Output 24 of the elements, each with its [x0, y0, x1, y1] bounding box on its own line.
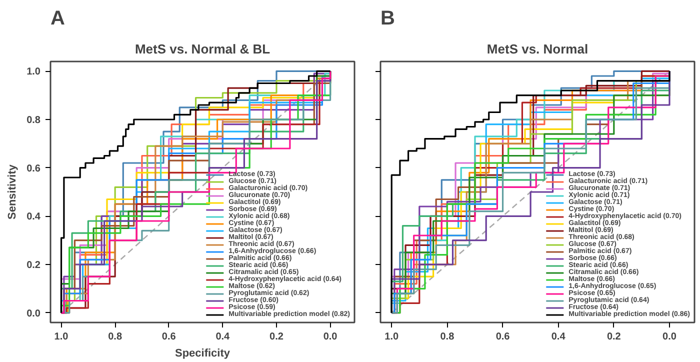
y-axis-title: Sensitivity: [6, 164, 19, 220]
x-tick-label: 0.8: [440, 332, 455, 342]
x-tick-label: 1.0: [54, 332, 69, 342]
x-tick-label: 0.4: [551, 332, 566, 342]
x-tick-label: 0.0: [323, 332, 338, 342]
x-tick-label: 0.8: [108, 332, 122, 342]
y-tick-label: 0.2: [26, 260, 41, 271]
x-axis-title: Specificity: [174, 348, 231, 360]
y-tick-label: 0.6: [26, 163, 41, 174]
chart-title: MetS vs. Normal: [486, 42, 588, 56]
y-tick-label: 0.8: [26, 115, 41, 126]
y-tick-label: 1.0: [26, 66, 41, 78]
y-tick-label: 0.0: [26, 308, 41, 320]
x-tick-label: 1.0: [384, 332, 400, 342]
chart-title: MetS vs. Normal & BL: [134, 42, 270, 56]
x-tick-label: 0.6: [162, 332, 176, 342]
x-tick-label: 0.6: [496, 332, 510, 342]
y-tick-label: 0.4: [26, 212, 41, 223]
x-tick-label: 0.2: [606, 332, 622, 342]
x-tick-label: 0.0: [662, 332, 677, 342]
text: A: [50, 8, 65, 30]
text: B: [380, 8, 395, 30]
x-tick-label: 0.2: [270, 332, 284, 342]
x-tick-label: 0.4: [216, 332, 230, 342]
